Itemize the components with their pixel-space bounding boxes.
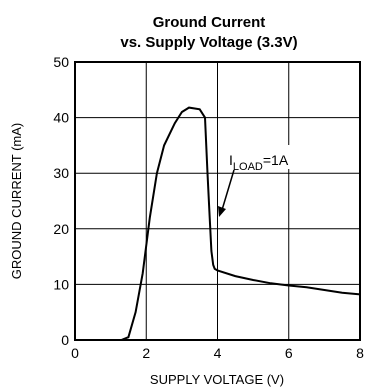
plot-frame <box>74 61 361 341</box>
chart-title: Ground Current <box>153 14 266 31</box>
x-tick-label: 0 <box>71 345 79 361</box>
series-line <box>110 106 361 341</box>
annotation-label: ILOAD=1A <box>229 152 289 173</box>
annotation-sub: LOAD <box>233 161 263 173</box>
y-tick-label: 20 <box>53 221 69 237</box>
annotation-bg <box>226 145 324 169</box>
x-tick-label: 2 <box>142 345 150 361</box>
annotation-prefix: I <box>229 152 233 168</box>
annotation-suffix: =1A <box>263 152 289 168</box>
y-tick-label: 0 <box>61 332 69 348</box>
x-tick-labels: 0 2 4 6 8 <box>71 345 364 361</box>
y-tick-label: 50 <box>53 54 69 70</box>
y-tick-label: 30 <box>53 165 69 181</box>
x-tick-label: 8 <box>356 345 364 361</box>
grid <box>75 62 360 340</box>
annotation-arrow <box>218 169 235 217</box>
y-tick-label: 10 <box>53 276 69 292</box>
x-tick-label: 4 <box>214 345 222 361</box>
x-tick-label: 6 <box>285 345 293 361</box>
x-axis-label: SUPPLY VOLTAGE (V) <box>150 372 284 387</box>
y-tick-labels: 0 10 20 30 40 50 <box>53 54 69 348</box>
y-axis-label: GROUND CURRENT (mA) <box>9 123 24 279</box>
chart-subtitle: vs. Supply Voltage (3.3V) <box>120 34 297 51</box>
y-tick-label: 40 <box>53 110 69 126</box>
